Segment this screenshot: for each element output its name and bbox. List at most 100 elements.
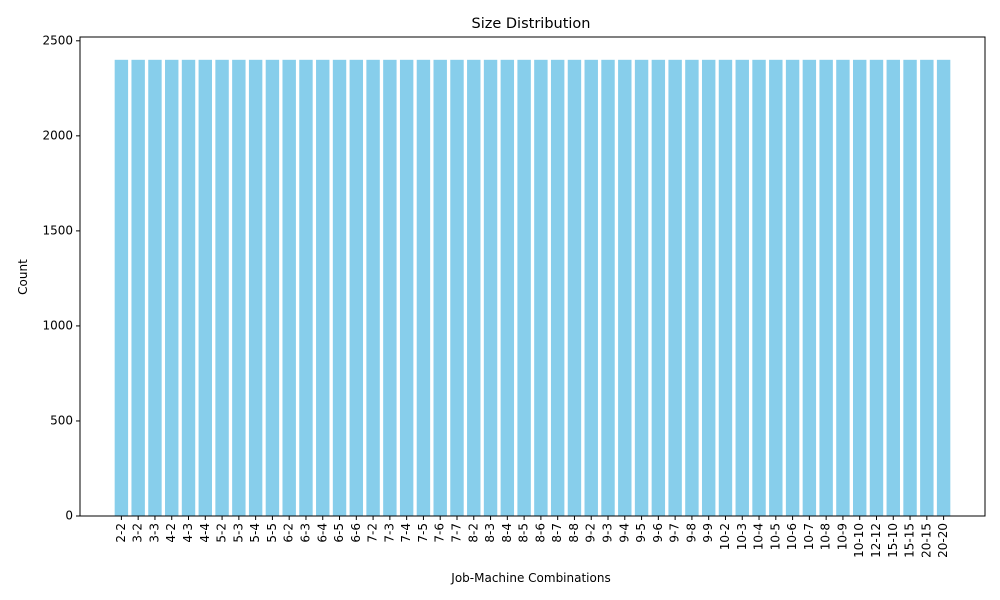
x-tick-label: 10-8 — [819, 523, 833, 550]
bar-3-3 — [148, 59, 162, 517]
x-tick-label: 10-3 — [735, 523, 749, 550]
bar-9-2 — [584, 59, 598, 517]
x-tick-label: 20-15 — [919, 523, 933, 558]
bar-12-12 — [869, 59, 884, 517]
bar-8-7 — [550, 59, 565, 517]
bar-4-2 — [165, 59, 179, 517]
bars-group — [114, 59, 951, 517]
x-tick-label: 15-10 — [886, 523, 900, 558]
y-tick-label: 0 — [65, 509, 73, 523]
bar-20-15 — [920, 59, 934, 517]
bar-7-6 — [433, 59, 447, 517]
x-tick-label: 9-5 — [634, 523, 648, 543]
bar-7-3 — [383, 59, 397, 517]
bar-8-6 — [534, 59, 548, 517]
bar-10-7 — [802, 59, 817, 517]
bar-9-9 — [701, 59, 716, 517]
x-tick-label: 9-9 — [701, 523, 715, 543]
bar-10-6 — [785, 59, 800, 517]
x-tick-label: 7-5 — [416, 523, 430, 543]
x-tick-label: 6-5 — [332, 523, 346, 543]
bar-8-3 — [483, 59, 498, 517]
bar-20-20 — [936, 59, 951, 517]
x-tick-label: 10-2 — [718, 523, 732, 550]
bar-5-2 — [215, 59, 229, 517]
bar-9-6 — [651, 59, 666, 517]
y-tick-label: 2500 — [42, 33, 73, 47]
y-tick-label: 1500 — [42, 223, 73, 237]
chart-title: Size Distribution — [472, 16, 591, 32]
bar-10-9 — [836, 59, 850, 517]
x-tick-label: 8-6 — [533, 523, 547, 543]
bar-9-5 — [634, 59, 649, 517]
x-tick-label: 7-2 — [366, 523, 380, 543]
x-tick-label: 9-4 — [617, 523, 631, 543]
x-tick-label: 3-2 — [131, 523, 145, 543]
bar-7-7 — [450, 59, 464, 517]
x-tick-label: 2-2 — [114, 523, 128, 543]
bar-8-4 — [500, 59, 515, 517]
x-tick-label: 10-10 — [852, 523, 866, 558]
x-tick-label: 4-2 — [164, 523, 178, 543]
x-tick-label: 15-15 — [903, 523, 917, 558]
x-tick-label: 7-7 — [449, 523, 463, 543]
x-tick-label: 8-4 — [500, 523, 514, 543]
bar-8-5 — [517, 59, 531, 517]
bar-9-7 — [668, 59, 682, 517]
x-tick-label: 8-8 — [567, 523, 581, 543]
x-tick-label: 9-3 — [601, 523, 615, 543]
x-tick-label: 4-4 — [198, 523, 212, 543]
x-tick-label: 6-2 — [282, 523, 296, 543]
x-tick-label: 9-8 — [684, 523, 698, 543]
x-tick-label: 7-3 — [382, 523, 396, 543]
x-tick-label: 7-4 — [399, 523, 413, 543]
bar-2-2 — [114, 59, 129, 517]
bar-10-4 — [752, 59, 766, 517]
bar-5-5 — [265, 59, 280, 517]
bar-6-5 — [332, 59, 347, 517]
x-tick-label: 12-12 — [869, 523, 883, 558]
bar-9-3 — [601, 59, 615, 517]
x-tick-label: 9-7 — [668, 523, 682, 543]
x-tick-label: 5-3 — [231, 523, 245, 543]
bar-6-4 — [316, 59, 330, 517]
bar-6-6 — [349, 59, 364, 517]
y-axis-ticks: 0 500 1000 1500 2000 2500 — [42, 33, 80, 523]
x-tick-label: 20-20 — [936, 523, 950, 558]
y-tick-label: 500 — [50, 413, 73, 427]
bar-10-8 — [819, 59, 833, 517]
x-tick-label: 5-4 — [248, 523, 262, 543]
x-tick-label: 8-2 — [466, 523, 480, 543]
bar-8-2 — [467, 59, 481, 517]
bar-6-3 — [299, 59, 313, 517]
bar-8-8 — [567, 59, 582, 517]
bar-10-10 — [853, 59, 867, 517]
x-tick-label: 6-3 — [298, 523, 312, 543]
x-tick-label: 7-6 — [433, 523, 447, 543]
bar-15-15 — [903, 59, 917, 517]
x-tick-label: 3-3 — [147, 523, 161, 543]
bar-4-3 — [181, 59, 196, 517]
bar-5-4 — [248, 59, 263, 517]
x-tick-label: 6-4 — [315, 523, 329, 543]
bar-10-3 — [735, 59, 749, 517]
plot-frame — [79, 36, 986, 517]
bar-10-2 — [718, 59, 733, 517]
x-tick-label: 8-7 — [550, 523, 564, 543]
bar-7-4 — [399, 59, 414, 517]
y-tick-label: 2000 — [42, 128, 73, 142]
x-tick-label: 10-9 — [835, 523, 849, 550]
y-tick-label: 1000 — [42, 318, 73, 332]
bar-7-5 — [416, 59, 431, 517]
bar-5-3 — [232, 59, 246, 517]
x-tick-label: 4-3 — [181, 523, 195, 543]
y-axis-title: Count — [16, 259, 30, 295]
bar-4-4 — [198, 59, 212, 517]
x-tick-label: 5-2 — [215, 523, 229, 543]
bar-7-2 — [366, 59, 380, 517]
x-tick-label: 6-6 — [349, 523, 363, 543]
x-tick-label: 9-6 — [651, 523, 665, 543]
x-tick-label: 10-6 — [785, 523, 799, 550]
x-tick-label: 10-5 — [768, 523, 782, 550]
